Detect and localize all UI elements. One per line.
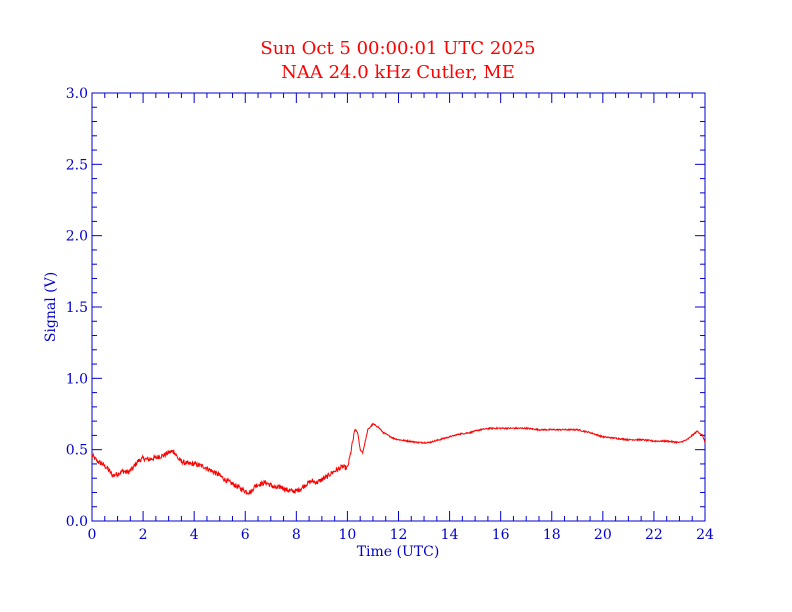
signal-series-line	[91, 422, 706, 496]
y-tick-label: 3.0	[66, 86, 88, 102]
x-tick-label: 0	[88, 527, 97, 543]
x-tick-label: 4	[190, 527, 199, 543]
x-tick-label: 6	[241, 527, 250, 543]
x-tick-label: 22	[645, 527, 663, 543]
x-tick-label: 24	[696, 527, 714, 543]
x-axis-label: Time (UTC)	[357, 544, 440, 560]
x-tick-label: 2	[139, 527, 148, 543]
x-tick-label: 16	[492, 527, 510, 543]
x-tick-label: 12	[390, 527, 408, 543]
y-tick-label: 0.5	[66, 443, 88, 459]
y-tick-label: 2.0	[66, 229, 88, 245]
chart-subtitle: NAA 24.0 kHz Cutler, ME	[281, 62, 515, 83]
axis-ticks	[91, 92, 706, 522]
x-tick-label: 18	[543, 527, 561, 543]
y-axis-label: Signal (V)	[43, 272, 59, 342]
y-tick-label: 0.0	[66, 514, 88, 530]
x-tick-label: 10	[339, 527, 357, 543]
chart-title: Sun Oct 5 00:00:01 UTC 2025	[260, 38, 535, 59]
x-tick-label: 14	[441, 527, 459, 543]
x-tick-label: 8	[292, 527, 301, 543]
y-axis-tick-labels: 0.0 0.5 1.0 1.5 2.0 2.5 3.0	[66, 86, 88, 530]
x-axis-tick-labels: 0 2 4 6 8 10 12 14 16 18 20 22 24	[88, 527, 714, 543]
y-tick-label: 1.5	[66, 300, 88, 316]
plot-frame	[91, 92, 706, 522]
y-tick-label: 2.5	[66, 157, 88, 173]
y-tick-label: 1.0	[66, 371, 88, 387]
x-tick-label: 20	[594, 527, 612, 543]
